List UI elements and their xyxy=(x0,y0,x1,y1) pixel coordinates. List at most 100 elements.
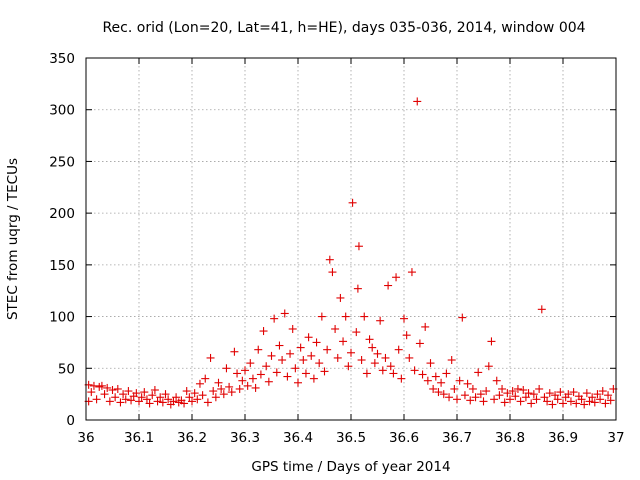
data-point xyxy=(596,395,605,404)
data-point xyxy=(158,398,167,407)
data-point xyxy=(471,393,480,402)
data-point xyxy=(524,389,533,398)
data-point xyxy=(325,255,334,264)
data-point xyxy=(119,390,128,399)
data-point xyxy=(301,369,310,378)
data-point xyxy=(309,374,318,383)
data-point xyxy=(487,337,496,346)
data-point xyxy=(193,395,202,404)
data-point xyxy=(460,391,469,400)
data-point xyxy=(248,374,257,383)
data-point xyxy=(296,343,305,352)
data-point xyxy=(246,359,255,368)
y-tick-label: 50 xyxy=(58,361,75,377)
data-point xyxy=(357,356,366,365)
data-point xyxy=(105,397,114,406)
data-point xyxy=(161,390,170,399)
data-point xyxy=(348,198,357,207)
data-point xyxy=(482,387,491,396)
data-point xyxy=(423,376,432,385)
data-point xyxy=(121,395,130,404)
data-point xyxy=(386,362,395,371)
data-point xyxy=(381,353,390,362)
data-point xyxy=(535,384,544,393)
data-point xyxy=(532,395,541,404)
data-point xyxy=(108,386,117,395)
data-point xyxy=(217,384,226,393)
data-point xyxy=(225,382,234,391)
data-point xyxy=(426,359,435,368)
data-point xyxy=(540,393,549,402)
data-point xyxy=(111,393,120,402)
y-tick-labels: 0 50 100 150 200 250 300 350 xyxy=(49,51,75,429)
data-point xyxy=(564,390,573,399)
data-point xyxy=(312,338,321,347)
data-point xyxy=(588,393,597,402)
data-point xyxy=(537,305,546,314)
data-point xyxy=(238,376,247,385)
data-point xyxy=(344,362,353,371)
data-point xyxy=(198,391,207,400)
data-point xyxy=(145,399,154,408)
data-point xyxy=(97,381,106,390)
data-point xyxy=(437,378,446,387)
data-point xyxy=(92,395,101,404)
data-point xyxy=(394,345,403,354)
data-point xyxy=(127,396,136,405)
data-point xyxy=(601,399,610,408)
y-tick-label: 100 xyxy=(49,310,75,326)
data-point xyxy=(209,387,218,396)
data-point xyxy=(551,391,560,400)
data-point xyxy=(153,397,162,406)
data-point xyxy=(214,378,223,387)
data-point xyxy=(511,392,520,401)
data-point xyxy=(124,387,133,396)
data-point xyxy=(508,387,517,396)
data-point xyxy=(500,398,509,407)
chart-title: Rec. orid (Lon=20, Lat=41, h=HE), days 0… xyxy=(102,20,585,36)
data-point xyxy=(333,353,342,362)
data-point xyxy=(262,362,271,371)
data-point xyxy=(317,312,326,321)
data-point xyxy=(201,374,210,383)
x-tick-label: 36.2 xyxy=(177,430,207,446)
data-point xyxy=(360,312,369,321)
y-tick-label: 350 xyxy=(49,51,75,67)
data-point xyxy=(286,349,295,358)
data-point xyxy=(352,328,361,337)
data-point xyxy=(559,399,567,408)
data-point xyxy=(415,339,424,348)
data-point xyxy=(373,349,382,358)
data-point xyxy=(89,381,98,390)
data-point xyxy=(376,316,385,325)
data-point xyxy=(365,335,374,344)
data-point xyxy=(243,381,252,390)
data-point xyxy=(476,390,485,399)
data-point xyxy=(556,388,565,397)
data-point xyxy=(410,366,419,375)
data-point xyxy=(172,393,181,402)
x-tick-label: 36.1 xyxy=(124,430,154,446)
data-point xyxy=(267,351,276,360)
data-point xyxy=(315,359,324,368)
data-point xyxy=(468,384,477,393)
data-point xyxy=(103,383,112,392)
x-tick-label: 36.4 xyxy=(283,430,313,446)
data-point xyxy=(203,398,212,407)
data-point xyxy=(272,368,281,377)
data-point xyxy=(521,393,530,402)
data-point xyxy=(447,356,456,365)
data-point xyxy=(543,397,552,406)
data-point xyxy=(506,395,514,404)
data-point xyxy=(87,388,96,397)
data-point xyxy=(368,343,377,352)
data-point xyxy=(164,395,173,404)
data-point xyxy=(590,398,599,407)
data-point xyxy=(450,384,459,393)
x-tick-label: 37 xyxy=(607,430,624,446)
data-point xyxy=(503,389,512,398)
data-point xyxy=(402,331,411,340)
data-point xyxy=(307,351,316,360)
data-point xyxy=(339,337,348,346)
